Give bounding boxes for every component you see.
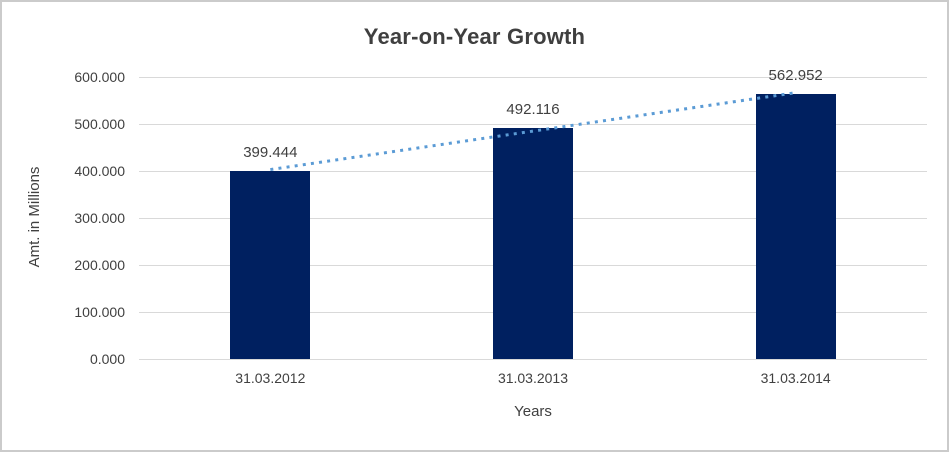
y-tick-label: 200.000 [74,257,125,273]
y-tick-label: 300.000 [74,210,125,226]
x-axis-title: Years [514,403,552,420]
y-tick-label: 0.000 [89,351,125,367]
bar-31.03.2014 [755,94,836,359]
y-axis-ticks: 0.000 100.000 200.000 300.000 400.000 500.000… [2,69,125,367]
y-tick-label: 100.000 [74,304,125,320]
bar-slot: 492.116 [402,77,665,359]
bar-data-label: 399.444 [243,144,298,162]
y-tick-label: 500.000 [74,116,125,132]
y-tick-label: 400.000 [74,163,125,179]
bar-slot: 399.444 [139,77,402,359]
bar-31.03.2013 [492,127,573,359]
bar-31.03.2012 [230,171,311,359]
y-tick-label: 600.000 [74,69,125,85]
x-tick-label: 31.03.2012 [235,370,306,386]
gridline [139,77,927,78]
bar-data-label: 492.116 [506,100,560,118]
gridline [139,359,927,360]
x-tick-label: 31.03.2013 [497,370,569,386]
plot-area: 399.444 492.116 562.952 [139,67,927,360]
x-axis-ticks: 31.03.2012 31.03.2013 31.03.2014 [139,370,927,390]
chart-title: Year-on-Year Growth [363,24,586,49]
bar-slot: 562.952 [664,67,927,359]
bar-data-label: 562.952 [768,67,823,85]
x-tick-label: 31.03.2014 [760,370,831,386]
